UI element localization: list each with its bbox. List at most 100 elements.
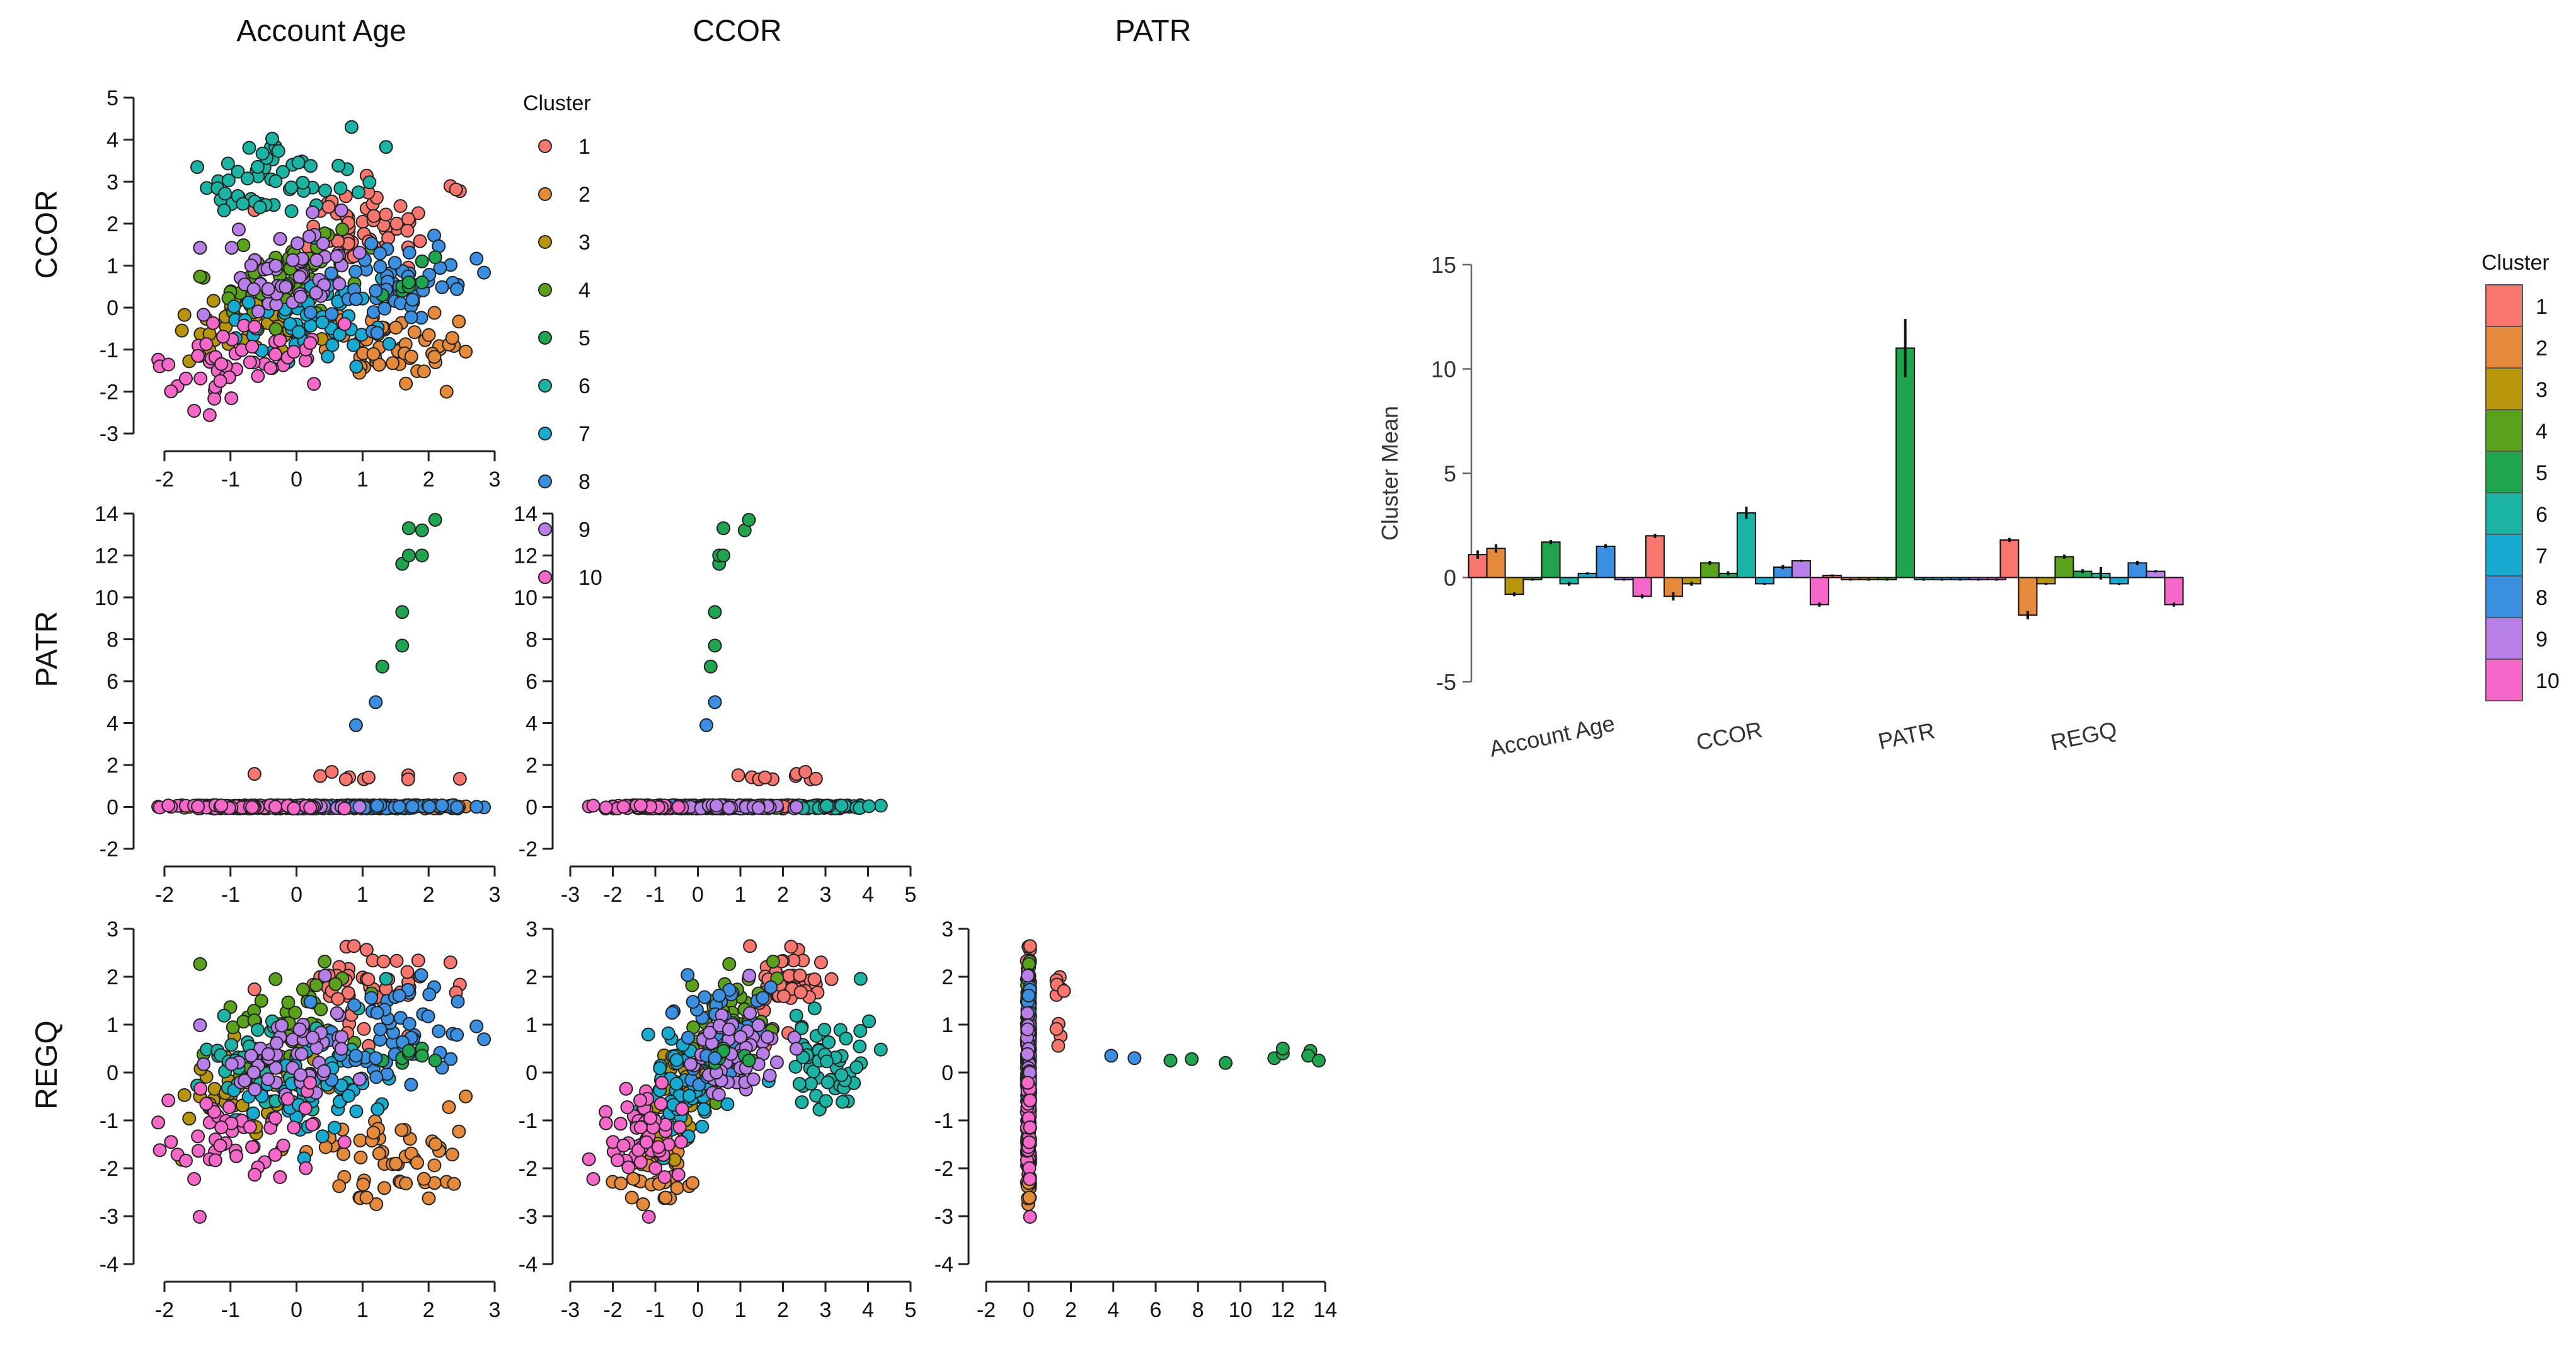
scatter-point: [787, 1030, 802, 1045]
scatter-point: [633, 1093, 647, 1108]
scatter-point: [325, 765, 339, 779]
scatter-point: [261, 282, 275, 296]
scatter-point: [814, 955, 828, 970]
scatter-point: [415, 523, 429, 538]
scatter-point: [224, 1057, 239, 1071]
scatter-point: [422, 328, 436, 342]
y-tick-label: 5: [106, 86, 118, 110]
scatter-point: [411, 953, 425, 968]
scatter-point: [452, 314, 466, 329]
scatter-point: [824, 972, 839, 986]
scatter-point: [681, 1030, 695, 1045]
y-tick-label: -3: [100, 1205, 118, 1229]
scatter-point: [616, 1138, 631, 1153]
y-tick-label: 4: [526, 712, 538, 736]
scatter-point: [413, 234, 427, 248]
scatter-point: [808, 771, 823, 786]
scatter-point: [344, 120, 359, 134]
scatter-point: [361, 972, 376, 987]
scatter-point: [742, 513, 756, 527]
y-tick-label: 2: [526, 965, 538, 989]
y-tick-label: -1: [100, 338, 118, 362]
bar-legend-label: 5: [2536, 461, 2548, 485]
scatter-point: [402, 245, 417, 260]
scatter-point: [366, 1125, 381, 1140]
scatter-point: [161, 798, 176, 813]
scatter-point: [415, 275, 429, 290]
scatter-point: [405, 800, 420, 814]
scatter-point: [665, 1006, 679, 1020]
scatter-point: [756, 991, 770, 1005]
scatter-point: [362, 770, 376, 785]
scatter-point: [291, 325, 306, 339]
scatter-point: [452, 771, 467, 786]
scatter-point: [206, 316, 220, 330]
scatter-point: [669, 1076, 684, 1091]
scatter-legend-marker: [538, 427, 552, 440]
scatter-point: [373, 1022, 388, 1037]
scatter-point: [1021, 969, 1035, 983]
scatter-point: [1104, 1049, 1118, 1063]
x-tick-label: 2: [423, 883, 435, 907]
scatter-point: [193, 1081, 208, 1096]
bar-y-tick-label: 0: [1444, 565, 1456, 591]
scatter-point: [309, 978, 323, 992]
bar: [1999, 539, 2020, 578]
scatter-point: [614, 1176, 628, 1190]
y-tick-label: -2: [100, 380, 118, 404]
y-tick-label: 0: [941, 1061, 953, 1085]
scatter-point: [395, 605, 410, 619]
scatter-point: [698, 990, 712, 1004]
scatter-point: [268, 1111, 282, 1125]
y-tick-label: -2: [519, 837, 538, 861]
bar: [1486, 548, 1506, 578]
y-tick-label: 0: [106, 796, 118, 820]
scatter-point: [371, 1102, 385, 1117]
scatter-point: [226, 1020, 240, 1035]
scatter-point: [296, 176, 310, 190]
scatter-point: [658, 1190, 673, 1205]
bar-legend-swatch: [2485, 451, 2523, 493]
x-tick-label: -2: [155, 883, 174, 907]
x-tick-label: 14: [1313, 1298, 1337, 1322]
scatter-point: [807, 1001, 822, 1016]
bar-legend-label: 9: [2536, 628, 2548, 652]
scatter-point: [442, 1100, 456, 1114]
scatter-point: [1021, 988, 1036, 1003]
bar-category-label: Account Age: [1487, 710, 1617, 762]
x-tick-label: -1: [221, 1298, 240, 1322]
bar: [1541, 541, 1561, 578]
x-tick-label: 3: [489, 468, 501, 492]
scatter-point: [401, 521, 416, 536]
scatter-point: [616, 800, 631, 814]
scatter-point: [245, 1140, 260, 1154]
bar: [1895, 347, 1916, 578]
scatter-legend-label: 7: [578, 422, 590, 446]
scatter-point: [193, 371, 208, 386]
scatter-point: [247, 982, 262, 996]
scatter-point: [636, 1197, 650, 1211]
scatter-point: [477, 1032, 492, 1047]
scatter-legend-marker: [538, 331, 552, 345]
scatter-point: [161, 1093, 176, 1108]
scatter-point: [273, 333, 287, 348]
scatter-point: [746, 1072, 761, 1086]
x-tick-label: 1: [357, 468, 369, 492]
scatter-point: [191, 799, 205, 814]
scatter-point: [611, 1153, 624, 1168]
scatter-point: [377, 301, 392, 316]
scatter-point: [834, 1068, 849, 1082]
scatter-point: [619, 1081, 633, 1096]
scatter-point: [243, 1120, 257, 1134]
scatter-point: [703, 1025, 717, 1040]
scatter-point: [671, 1168, 686, 1182]
scatter-point: [199, 337, 214, 351]
scatter-point: [248, 319, 262, 334]
x-tick-label: -1: [221, 468, 240, 492]
scatter-point: [349, 359, 364, 374]
scatter-point: [1022, 1135, 1037, 1149]
scatter-point: [280, 1091, 295, 1106]
scatter-point: [224, 1038, 239, 1052]
